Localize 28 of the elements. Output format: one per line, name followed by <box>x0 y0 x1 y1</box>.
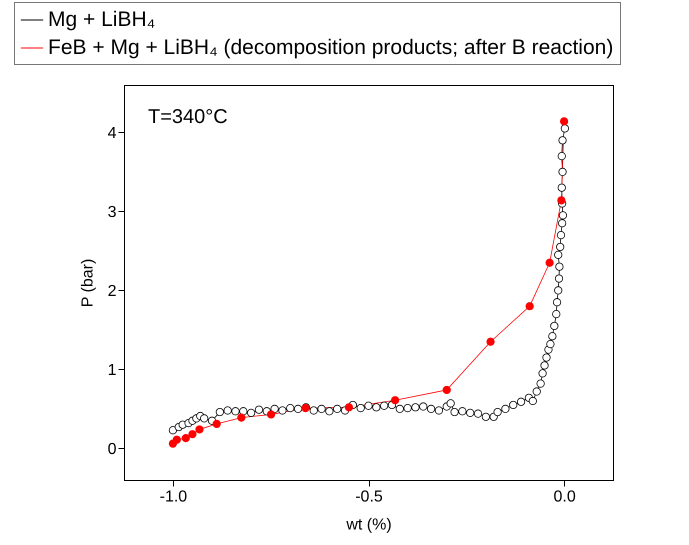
x-axis-title: wt (%) <box>345 516 392 534</box>
point <box>182 434 190 442</box>
legend-label: Mg + LiBH₄ <box>48 8 156 31</box>
point <box>188 430 197 438</box>
point <box>266 410 276 419</box>
point <box>526 302 534 310</box>
point <box>486 338 495 346</box>
y-tick-label: 4 <box>108 124 117 142</box>
legend-label: FeB + Mg + LiBH₄ (decomposition products; after B reaction) <box>48 36 614 59</box>
point <box>344 403 354 412</box>
annotation: T=340°C <box>148 106 228 128</box>
y-tick-label: 0 <box>108 440 117 458</box>
point <box>557 196 566 204</box>
point <box>237 413 246 422</box>
y-tick-label: 3 <box>108 204 117 221</box>
point <box>442 386 451 394</box>
point <box>212 420 221 428</box>
y-tick-label: 1 <box>108 362 117 379</box>
point <box>560 117 568 126</box>
x-tick-label: 0.0 <box>553 488 576 506</box>
point <box>546 258 554 267</box>
x-tick-label: -0.5 <box>355 488 383 506</box>
point <box>390 396 400 404</box>
point <box>172 436 181 444</box>
x-tick-label: -1.0 <box>160 488 188 506</box>
y-axis-title: P (bar) <box>80 258 97 308</box>
y-tick-label: 2 <box>108 282 117 300</box>
point <box>195 425 204 434</box>
